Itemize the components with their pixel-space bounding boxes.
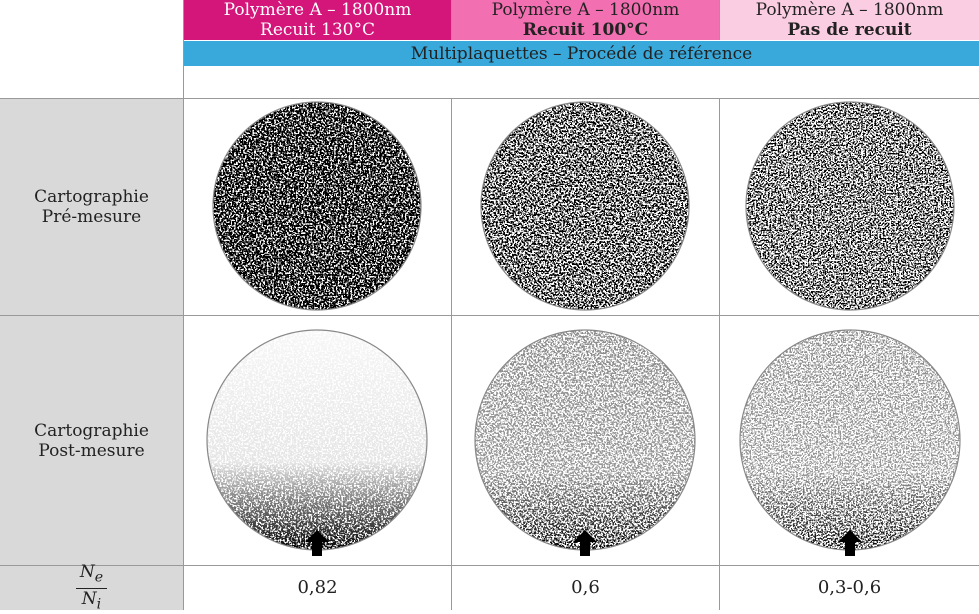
header-line1: Polymère A – 1800nm	[223, 0, 412, 20]
subscript: i	[96, 595, 102, 612]
column-header: Polymère A – 1800nm Recuit 130°C	[184, 0, 451, 40]
band: Multiplaquettes – Procédé de référence	[184, 41, 979, 66]
wafer	[746, 102, 954, 310]
arrow	[573, 530, 597, 556]
row-label-line: Pré-mesure	[41, 207, 142, 227]
row-label-line: Cartographie	[34, 187, 149, 207]
wafer	[475, 330, 695, 550]
wafer-fade	[475, 330, 695, 550]
column-header: Polymère A – 1800nm Pas de recuit	[720, 0, 979, 40]
row-label-line: Cartographie	[34, 420, 149, 441]
wafer-edge	[745, 101, 955, 311]
wafer-fade	[740, 330, 960, 550]
ratio-text: 0,3-0,6	[817, 577, 882, 598]
numerator: Ne	[75, 562, 108, 589]
wafer	[481, 102, 689, 310]
header-line1: Polymère A – 1800nm	[755, 0, 944, 20]
ratio-text: 0,6	[571, 577, 600, 598]
wafer-texture	[481, 102, 689, 310]
header-line2: Recuit 130°C	[260, 20, 375, 40]
row-label: Cartographie Pré-mesure	[0, 99, 184, 315]
ratio-label: Ne Ni	[0, 562, 184, 612]
wafer	[213, 102, 421, 310]
wafer-texture	[213, 102, 421, 310]
subscript: e	[94, 569, 104, 586]
header-line2: Recuit 100°C	[522, 20, 649, 40]
ratio-text: 0,82	[297, 577, 338, 598]
ratio-value: 0,82	[184, 566, 451, 610]
wafer-edge	[480, 101, 690, 311]
fraction: Ne Ni	[75, 562, 108, 614]
symbol: N	[81, 588, 97, 609]
header-line2: Pas de recuit	[787, 20, 912, 40]
symbol: N	[79, 562, 95, 583]
column-header: Polymère A – 1800nm Recuit 100°C	[452, 0, 719, 40]
ratio-value: 0,6	[452, 566, 719, 610]
arrow	[838, 530, 862, 556]
arrow	[305, 530, 329, 556]
denominator: Ni	[76, 589, 107, 614]
ratio-value: 0,3-0,6	[720, 566, 979, 610]
wafer-edge	[212, 101, 422, 311]
header-line1: Polymère A – 1800nm	[491, 0, 680, 20]
row-label: Cartographie Post-mesure	[0, 316, 184, 565]
wafer-fade	[207, 330, 427, 550]
wafer	[740, 330, 960, 550]
wafer	[207, 330, 427, 550]
row-label-line: Post-mesure	[38, 440, 145, 461]
band-text: Multiplaquettes – Procédé de référence	[410, 43, 753, 64]
wafer-texture	[746, 102, 954, 310]
